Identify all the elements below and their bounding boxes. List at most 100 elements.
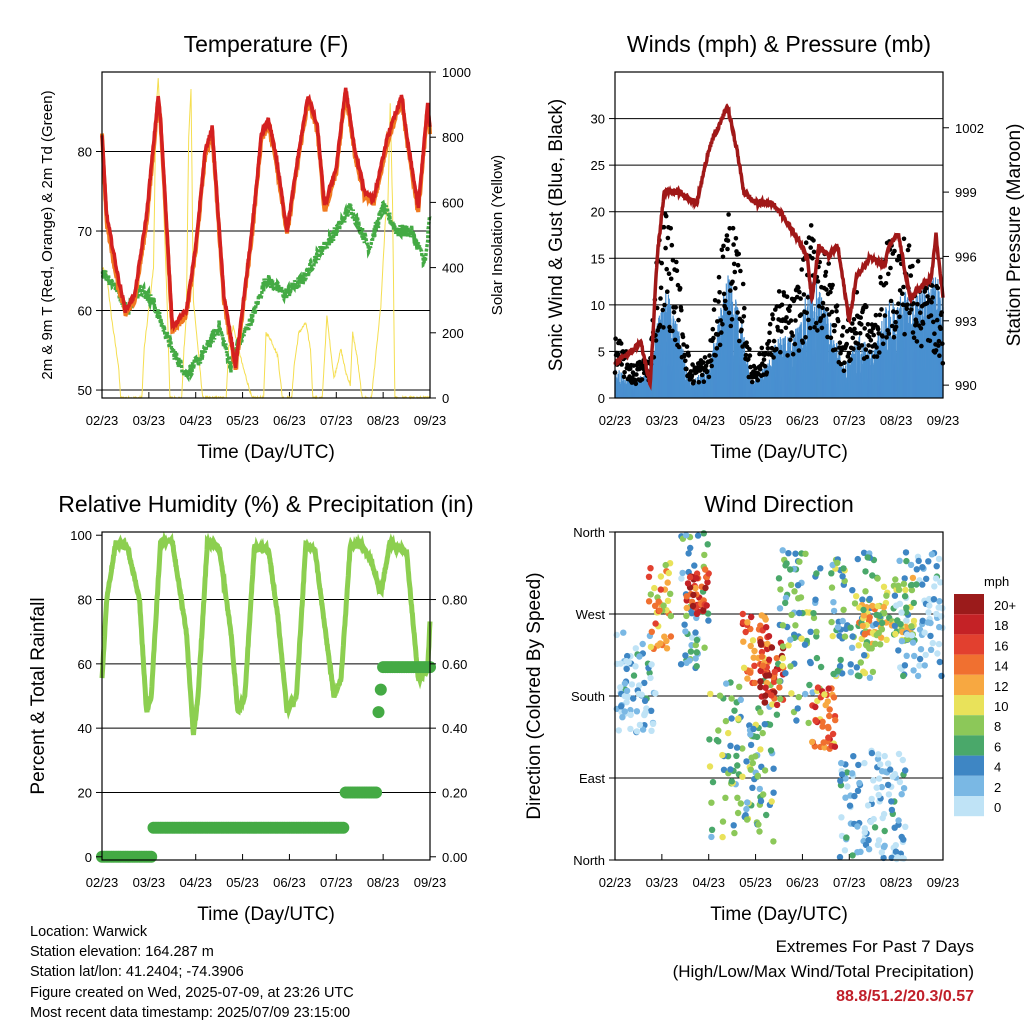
colorbar-label: 16	[994, 638, 1008, 653]
direction-point	[807, 659, 814, 667]
gust-point	[762, 363, 768, 369]
direction-point	[735, 715, 742, 722]
direction-point	[873, 784, 880, 791]
colorbar-swatch	[954, 674, 984, 695]
direction-point	[861, 631, 868, 638]
direction-point	[826, 706, 833, 713]
gust-point	[852, 326, 857, 332]
x-tick-label: 05/23	[739, 413, 772, 428]
direction-point	[700, 606, 707, 613]
direction-point	[895, 582, 902, 589]
gust-point	[826, 261, 831, 266]
direction-point	[883, 592, 890, 599]
direction-point	[797, 594, 805, 601]
gust-point	[905, 247, 911, 253]
direction-point	[817, 663, 825, 671]
direction-point	[679, 569, 686, 577]
direction-point	[725, 729, 732, 737]
direction-point	[787, 566, 794, 573]
gust-point	[741, 314, 747, 319]
direction-point	[903, 652, 910, 659]
gust-point	[725, 246, 730, 252]
direction-point	[759, 729, 766, 737]
direction-point	[646, 669, 653, 677]
direction-point	[902, 586, 909, 594]
x-tick-label: 07/23	[833, 875, 866, 890]
direction-point	[777, 695, 784, 703]
gust-point	[776, 289, 782, 294]
gust-point	[915, 301, 920, 307]
gust-point	[897, 314, 902, 320]
colorbar-label: 12	[994, 679, 1008, 694]
direction-point	[707, 690, 714, 698]
direction-point	[733, 752, 740, 760]
direction-point	[853, 664, 860, 671]
direction-point	[632, 663, 639, 670]
direction-point	[701, 644, 708, 651]
direction-point	[692, 584, 699, 592]
direction-point	[773, 655, 780, 662]
gust-point	[715, 332, 721, 337]
direction-point	[704, 541, 711, 548]
direction-point	[917, 646, 925, 653]
direction-point	[883, 636, 890, 643]
y-tick-label: 5	[598, 344, 605, 359]
gust-series	[612, 211, 946, 387]
gust-point	[851, 346, 856, 352]
gust-point	[653, 338, 659, 343]
gust-point	[668, 276, 674, 282]
gust-point	[810, 255, 815, 261]
gust-point	[721, 243, 726, 249]
gust-point	[686, 353, 691, 358]
gust-point	[936, 343, 941, 348]
direction-point	[864, 802, 872, 809]
direction-point	[908, 623, 915, 630]
direction-point	[765, 633, 773, 640]
gust-point	[671, 310, 677, 315]
gust-point	[905, 302, 910, 308]
gust-point	[764, 370, 770, 375]
direction-point	[727, 742, 734, 749]
gust-point	[935, 285, 941, 291]
direction-point	[901, 593, 909, 600]
direction-point	[927, 646, 935, 653]
gust-point	[929, 283, 935, 288]
direction-point	[633, 728, 641, 735]
gust-point	[828, 335, 834, 341]
direction-point	[900, 580, 908, 587]
direction-point	[866, 614, 873, 621]
direction-point	[663, 645, 671, 652]
gust-point	[622, 370, 627, 375]
gust-point	[787, 308, 792, 314]
gust-point	[667, 324, 672, 330]
direction-point	[739, 773, 746, 780]
direction-point	[921, 662, 928, 669]
gust-point	[724, 233, 730, 238]
gust-point	[864, 354, 870, 360]
gust-point	[733, 286, 738, 291]
direction-point	[635, 682, 643, 689]
chart-title: Wind Direction	[704, 491, 854, 517]
gust-point	[766, 339, 772, 344]
direction-point	[648, 727, 655, 734]
gust-point	[739, 319, 745, 324]
direction-point	[837, 656, 844, 664]
gust-point	[933, 348, 939, 353]
gust-point	[808, 245, 813, 250]
gust-point	[735, 310, 740, 315]
direction-point	[779, 622, 787, 629]
direction-point	[706, 736, 713, 743]
gust-point	[924, 285, 929, 291]
y-tick-label: 60	[78, 304, 92, 319]
direction-point	[621, 692, 628, 700]
direction-point	[916, 662, 923, 669]
direction-point	[936, 598, 943, 605]
direction-point	[902, 767, 909, 774]
gust-point	[870, 325, 876, 331]
gust-point	[886, 271, 891, 277]
y-right-tick-label: 1002	[955, 121, 984, 136]
direction-point	[737, 696, 744, 703]
direction-point	[869, 572, 876, 579]
direction-point	[844, 783, 851, 790]
gust-point	[886, 331, 892, 336]
